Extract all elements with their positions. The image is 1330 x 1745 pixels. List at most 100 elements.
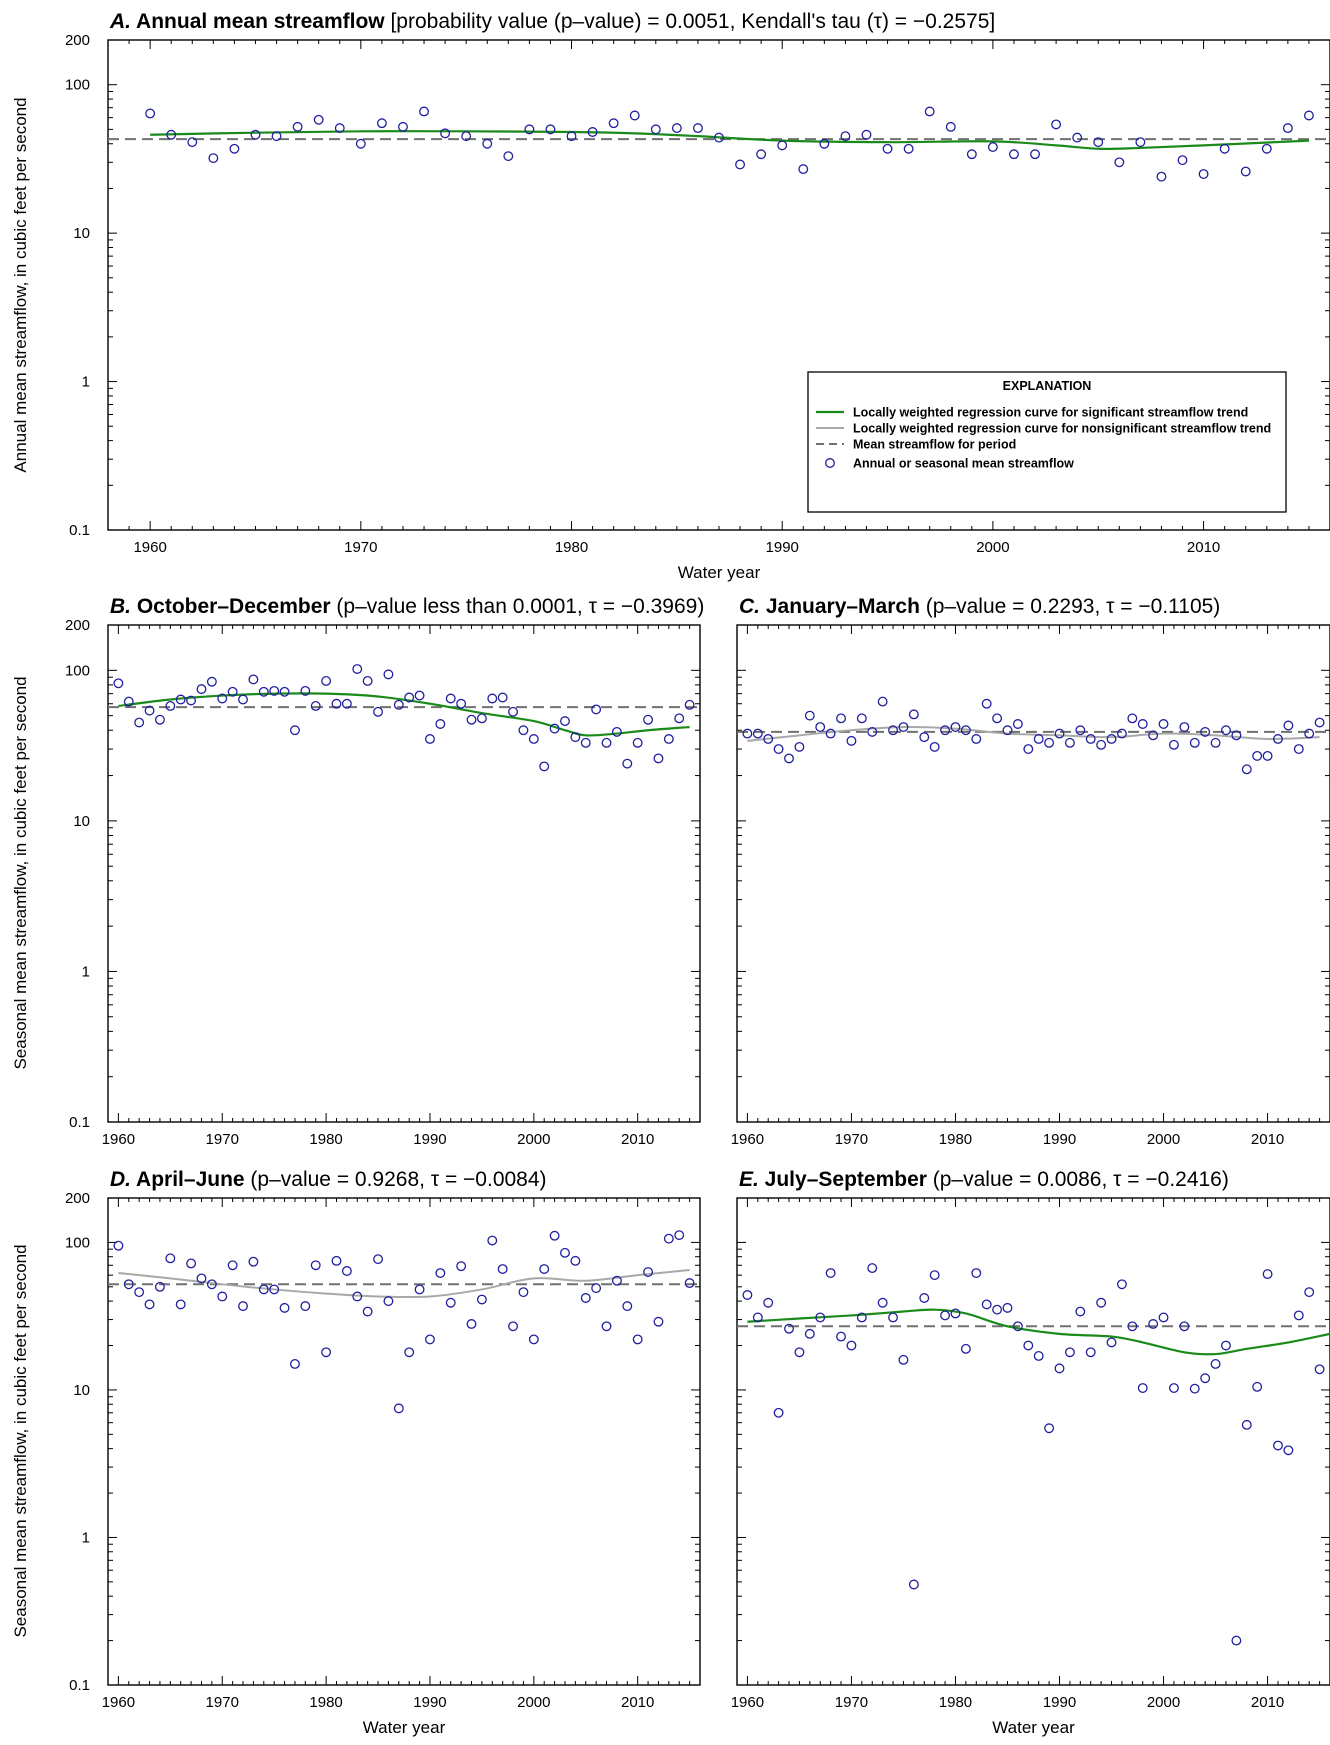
panel-e: E. July–September (p–value = 0.0086, τ =… <box>731 1168 1330 1737</box>
streamflow-point <box>466 1319 477 1329</box>
data-points <box>742 1263 1325 1646</box>
streamflow-point <box>1085 734 1096 744</box>
streamflow-point <box>487 693 498 704</box>
streamflow-point <box>1148 730 1159 741</box>
streamflow-point <box>1221 725 1231 736</box>
x-tick-label: 1960 <box>102 1694 135 1711</box>
streamflow-point <box>1273 734 1283 744</box>
plot-frame <box>107 39 1330 531</box>
legend-item-label: Annual or seasonal mean streamflow <box>853 457 1074 471</box>
panel-a: A. Annual mean streamflow [probability v… <box>65 10 1330 582</box>
x-tick-label: 1970 <box>344 539 377 556</box>
streamflow-point <box>279 1302 290 1313</box>
streamflow-point <box>908 709 919 720</box>
streamflow-point <box>622 758 633 769</box>
streamflow-point <box>1210 737 1221 748</box>
streamflow-point <box>528 734 539 744</box>
streamflow-point <box>376 118 387 129</box>
x-axis-label: Water year <box>678 563 761 582</box>
streamflow-point <box>1106 1337 1117 1348</box>
streamflow-point <box>735 159 746 170</box>
streamflow-point <box>1135 137 1146 148</box>
streamflow-point <box>217 693 228 704</box>
streamflow-point <box>940 1310 951 1321</box>
streamflow-point <box>815 722 826 732</box>
streamflow-point <box>992 1304 1003 1315</box>
streamflow-point <box>777 140 788 151</box>
x-tick-label: 2010 <box>621 1131 654 1148</box>
streamflow-point <box>113 1240 124 1251</box>
x-ticks <box>736 1198 1330 1685</box>
streamflow-point <box>971 1268 982 1278</box>
streamflow-point <box>1231 1635 1242 1646</box>
y-tick-label: 0.1 <box>69 1677 90 1694</box>
streamflow-point <box>1137 719 1148 729</box>
streamflow-point <box>663 734 674 744</box>
streamflow-point <box>435 719 446 729</box>
streamflow-point <box>1148 1319 1159 1329</box>
streamflow-point <box>966 149 977 160</box>
streamflow-point <box>1114 157 1125 168</box>
significant-trend-curve <box>118 692 690 737</box>
streamflow-point <box>752 1312 763 1323</box>
streamflow-point <box>794 1347 805 1358</box>
streamflow-point <box>846 1340 857 1351</box>
streamflow-point <box>175 694 186 705</box>
streamflow-point <box>404 1347 415 1358</box>
streamflow-point <box>1085 1347 1096 1358</box>
streamflow-point <box>1064 1347 1075 1358</box>
streamflow-point <box>269 1284 280 1295</box>
x-tick-label: 1970 <box>206 1694 239 1711</box>
streamflow-point <box>196 684 207 695</box>
streamflow-point <box>867 1263 878 1274</box>
streamflow-point <box>1158 719 1169 729</box>
data-points <box>113 1230 695 1414</box>
streamflow-point <box>671 123 682 134</box>
data-points <box>742 696 1325 775</box>
streamflow-point <box>1054 1363 1065 1374</box>
streamflow-point <box>289 1359 300 1369</box>
y-tick-label: 100 <box>65 1234 90 1251</box>
streamflow-point <box>248 674 259 685</box>
x-axis-label: Water year <box>363 1718 446 1737</box>
streamflow-point <box>570 732 581 743</box>
streamflow-point <box>1314 1364 1325 1375</box>
streamflow-point <box>663 1233 674 1244</box>
x-tick-label: 2000 <box>1147 1694 1180 1711</box>
streamflow-point <box>1282 123 1293 134</box>
streamflow-point <box>1241 1419 1252 1430</box>
nonsignificant-trend-curve <box>747 725 1320 742</box>
streamflow-point <box>643 1267 654 1277</box>
streamflow-point <box>836 1331 846 1342</box>
streamflow-point <box>924 106 935 117</box>
x-tick-label: 1970 <box>835 1131 868 1148</box>
streamflow-point <box>692 123 703 134</box>
streamflow-point <box>258 686 269 697</box>
streamflow-point <box>123 1279 134 1290</box>
streamflow-point <box>355 138 366 149</box>
streamflow-point <box>653 753 664 764</box>
streamflow-point <box>1116 1279 1127 1290</box>
streamflow-point <box>341 1266 352 1276</box>
x-tick-label: 1990 <box>766 539 799 556</box>
panel-title-stats: (p–value less than 0.0001, τ = −0.3969) <box>331 595 705 618</box>
streamflow-point <box>1261 143 1272 154</box>
streamflow-point <box>1158 1312 1169 1323</box>
legend-title: EXPLANATION <box>1003 379 1092 393</box>
streamflow-point <box>1072 132 1083 143</box>
streamflow-point <box>258 1284 269 1295</box>
panel-b: B. October–December (p–value less than 0… <box>65 595 704 1148</box>
x-ticks <box>736 625 1330 1122</box>
streamflow-point <box>798 164 809 175</box>
streamflow-point <box>476 713 487 724</box>
x-tick-label: 1980 <box>939 1131 972 1148</box>
streamflow-point <box>425 1334 435 1345</box>
nonsignificant-trend-curve <box>118 1269 690 1299</box>
x-tick-label: 1960 <box>102 1131 135 1148</box>
streamflow-point <box>825 728 836 739</box>
panel-title: E. July–September (p–value = 0.0086, τ =… <box>739 1168 1229 1191</box>
streamflow-point <box>898 722 909 732</box>
streamflow-point <box>414 1284 425 1295</box>
streamflow-point <box>1116 728 1127 739</box>
streamflow-point <box>898 1354 909 1365</box>
